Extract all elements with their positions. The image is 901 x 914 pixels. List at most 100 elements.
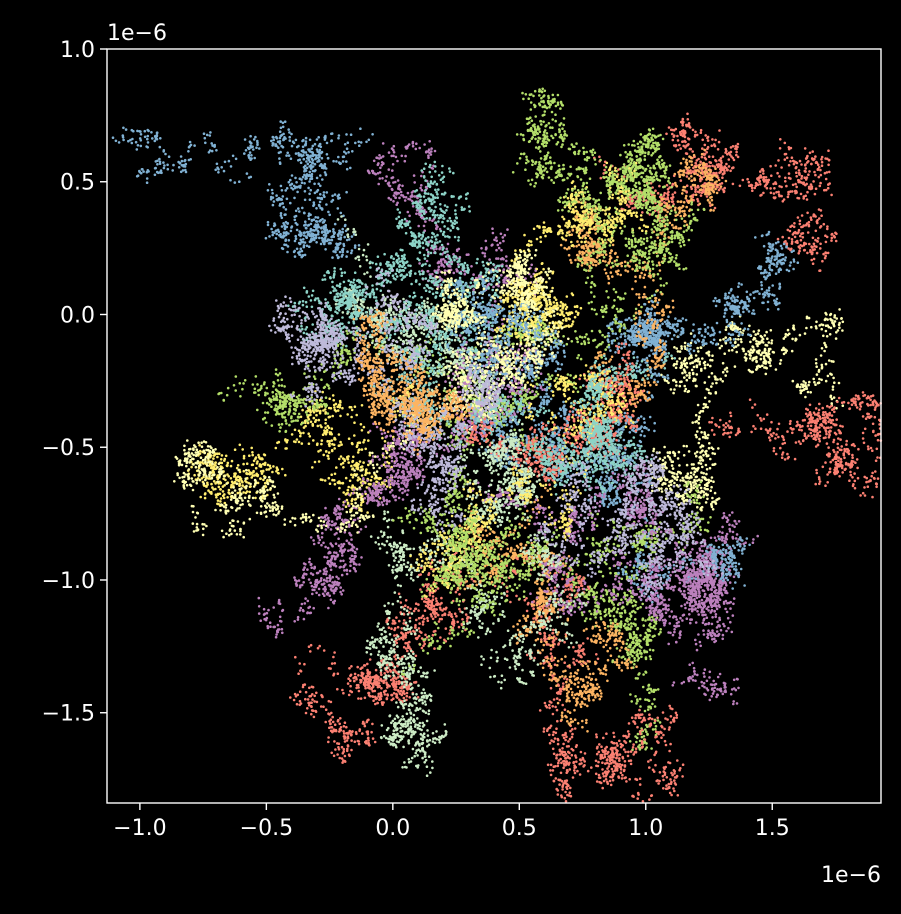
point [700, 431, 703, 434]
point [324, 450, 328, 453]
point [421, 478, 425, 482]
point [138, 137, 142, 140]
point [278, 615, 282, 619]
point [841, 471, 844, 474]
point [259, 463, 263, 467]
point [826, 374, 830, 378]
point [830, 232, 834, 236]
point [871, 449, 874, 453]
point [806, 154, 809, 158]
point [146, 141, 150, 144]
point [778, 194, 781, 198]
point [697, 185, 700, 189]
point [764, 372, 768, 376]
point [294, 209, 298, 213]
point [772, 431, 775, 435]
point [160, 171, 163, 175]
point [749, 357, 752, 360]
point [805, 385, 808, 389]
point [807, 316, 811, 320]
point [396, 409, 400, 413]
point [787, 163, 791, 167]
point [756, 183, 760, 186]
point [313, 225, 316, 228]
point [281, 121, 285, 125]
point [309, 167, 313, 170]
point [311, 592, 314, 596]
point [309, 581, 313, 585]
point [319, 184, 322, 188]
point [807, 223, 811, 227]
point [234, 157, 238, 161]
point [288, 139, 292, 142]
point [321, 583, 325, 586]
point [330, 132, 333, 136]
point [221, 490, 225, 493]
point [406, 489, 410, 492]
point [711, 463, 714, 467]
point [320, 442, 323, 446]
point [701, 444, 705, 448]
point [341, 160, 345, 163]
point [799, 234, 802, 238]
point [277, 423, 281, 426]
point [306, 611, 309, 615]
point [699, 128, 703, 132]
point [178, 162, 182, 165]
point [340, 593, 344, 596]
point [223, 484, 226, 487]
point [296, 618, 300, 621]
point [719, 157, 723, 160]
point [318, 155, 321, 158]
point [347, 504, 351, 508]
point [406, 483, 409, 487]
point [236, 491, 240, 495]
point [676, 139, 680, 142]
point [350, 441, 354, 445]
point [811, 236, 815, 240]
point [769, 191, 773, 195]
point [281, 125, 285, 129]
point [759, 427, 763, 431]
point [314, 169, 317, 172]
point [347, 151, 350, 154]
point [219, 458, 223, 461]
point [370, 491, 373, 495]
point [362, 461, 365, 464]
point [756, 413, 759, 417]
point [166, 167, 170, 171]
point [716, 498, 719, 501]
point [796, 420, 799, 424]
point [836, 450, 839, 454]
point [190, 465, 193, 469]
point [770, 420, 773, 424]
point [719, 378, 722, 381]
point [285, 231, 289, 235]
point [278, 602, 282, 606]
point [772, 449, 776, 453]
point [806, 390, 810, 394]
point [379, 477, 383, 480]
point [827, 420, 830, 424]
point [308, 180, 311, 183]
point [831, 418, 835, 422]
point [861, 415, 865, 418]
point [204, 141, 207, 145]
point [341, 461, 345, 465]
point [471, 443, 475, 447]
point [698, 191, 701, 194]
point [341, 554, 344, 557]
point [401, 436, 404, 440]
point [347, 485, 351, 489]
point [848, 479, 851, 483]
point [810, 245, 813, 248]
point [339, 414, 342, 418]
point [822, 413, 826, 417]
point [366, 495, 369, 498]
point [696, 505, 699, 509]
point [227, 488, 231, 492]
point [851, 456, 854, 460]
point [708, 466, 712, 470]
point [348, 238, 351, 241]
point [263, 481, 267, 485]
